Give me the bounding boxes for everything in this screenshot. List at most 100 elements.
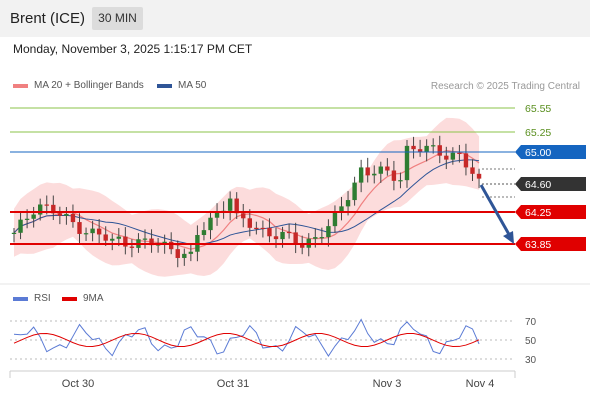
candle-body [182, 253, 187, 258]
price-levels: 65.55 65.25 65.00 64.60 64.25 63.85 [10, 103, 586, 251]
bollinger-bands [14, 117, 480, 277]
candle-body [31, 214, 36, 219]
ma20-line [13, 149, 480, 250]
candle-body [96, 228, 102, 235]
rsi-panel: 70 50 30 [10, 317, 537, 366]
candle-body [411, 145, 416, 150]
rsi-level-label: 50 [525, 336, 537, 347]
candle-body [424, 145, 429, 152]
candle-body [352, 182, 357, 201]
ma50-label: MA 50 [178, 80, 207, 91]
x-axis-label: Oct 31 [217, 378, 249, 390]
candle-body [273, 236, 279, 240]
rsi-swatch [13, 296, 28, 301]
level-tag-label: 65.00 [525, 147, 551, 159]
legend-ma50: MA 50 [157, 80, 206, 91]
level-tag [515, 237, 586, 251]
candle-body [234, 198, 239, 214]
candle-body [83, 233, 89, 235]
rsi-ma-swatch [62, 296, 77, 301]
candle-body [319, 237, 325, 239]
candle-body [267, 227, 272, 237]
candle-body [300, 243, 305, 248]
level-tag-label: 64.25 [525, 207, 551, 219]
candle-body [77, 222, 82, 234]
candle-body [286, 231, 292, 234]
candle-body [142, 238, 148, 240]
candle-body [208, 217, 213, 231]
candle-body [444, 155, 449, 160]
rsi-label: RSI [34, 293, 51, 304]
candle-body [123, 236, 128, 247]
candle-body [385, 166, 390, 171]
candle-body [38, 204, 43, 215]
candle-body [404, 145, 410, 181]
x-axis-label: Oct 30 [62, 378, 94, 390]
candle-body [18, 219, 23, 233]
candle-body [241, 213, 246, 219]
candle-body [365, 167, 370, 176]
candle-body [293, 232, 298, 244]
level-label: 65.55 [525, 103, 551, 115]
candle-body [24, 218, 30, 220]
ma20-label: MA 20 + Bollinger Bands [34, 80, 144, 91]
ma20-swatch [13, 83, 28, 88]
candle-body [463, 153, 469, 168]
candle-body [313, 237, 318, 239]
instrument-title: Brent (ICE) [10, 10, 86, 27]
candle-body [437, 145, 442, 156]
level-tag [515, 177, 586, 191]
candle-body [11, 232, 17, 234]
period-button[interactable]: 30 MIN [92, 7, 143, 30]
rsi-level-label: 30 [525, 355, 537, 366]
candle-body [201, 230, 207, 236]
x-axis: Oct 30 Oct 31 Nov 3 Nov 4 [9, 370, 516, 390]
candle-body [260, 227, 266, 230]
candle-body [378, 166, 383, 174]
x-axis-label: Nov 4 [466, 378, 495, 390]
rsi-level-label: 70 [525, 317, 537, 328]
x-axis-label: Nov 3 [373, 378, 402, 390]
candle-body [345, 200, 351, 207]
candle-body [214, 211, 220, 218]
candle-body [110, 238, 115, 241]
candle-body [358, 167, 364, 183]
legend-rsi: RSI [13, 293, 51, 304]
candle-body [326, 226, 331, 238]
candle-body [51, 204, 56, 214]
candle-body [129, 246, 135, 248]
candle-body [64, 213, 69, 216]
candle-body [457, 152, 462, 154]
arrow-head [503, 231, 514, 244]
level-tag-label: 63.85 [525, 239, 551, 251]
datetime-label: Monday, November 3, 2025 1:15:17 PM CET [13, 42, 253, 56]
candle-body [57, 213, 63, 216]
bollinger-band-area [14, 117, 480, 277]
level-tag-label: 64.60 [525, 179, 551, 191]
candle-body [169, 241, 174, 250]
candle-body [149, 238, 154, 246]
candle-body [398, 180, 403, 182]
candle-body [391, 170, 397, 181]
legend-rsi-ma: 9MA [62, 293, 104, 304]
level-tag [515, 145, 586, 159]
rsi-line [13, 318, 480, 357]
candle-body [332, 212, 338, 227]
candle-body [417, 149, 423, 152]
candle-body [280, 231, 285, 240]
moving-averages [13, 149, 480, 250]
candle-body [227, 198, 233, 211]
candle-body [44, 204, 49, 206]
candle-body [339, 206, 344, 213]
candle-body [247, 218, 252, 228]
arrow-shaft [479, 184, 513, 239]
candle-body [450, 152, 456, 160]
forecast-arrow [479, 184, 514, 244]
candle-body [254, 227, 259, 230]
candle-body [188, 251, 194, 254]
rsi-ma-line [13, 332, 480, 348]
ma50-line [13, 159, 480, 245]
candle-body [175, 249, 180, 258]
candle-body [372, 173, 377, 176]
